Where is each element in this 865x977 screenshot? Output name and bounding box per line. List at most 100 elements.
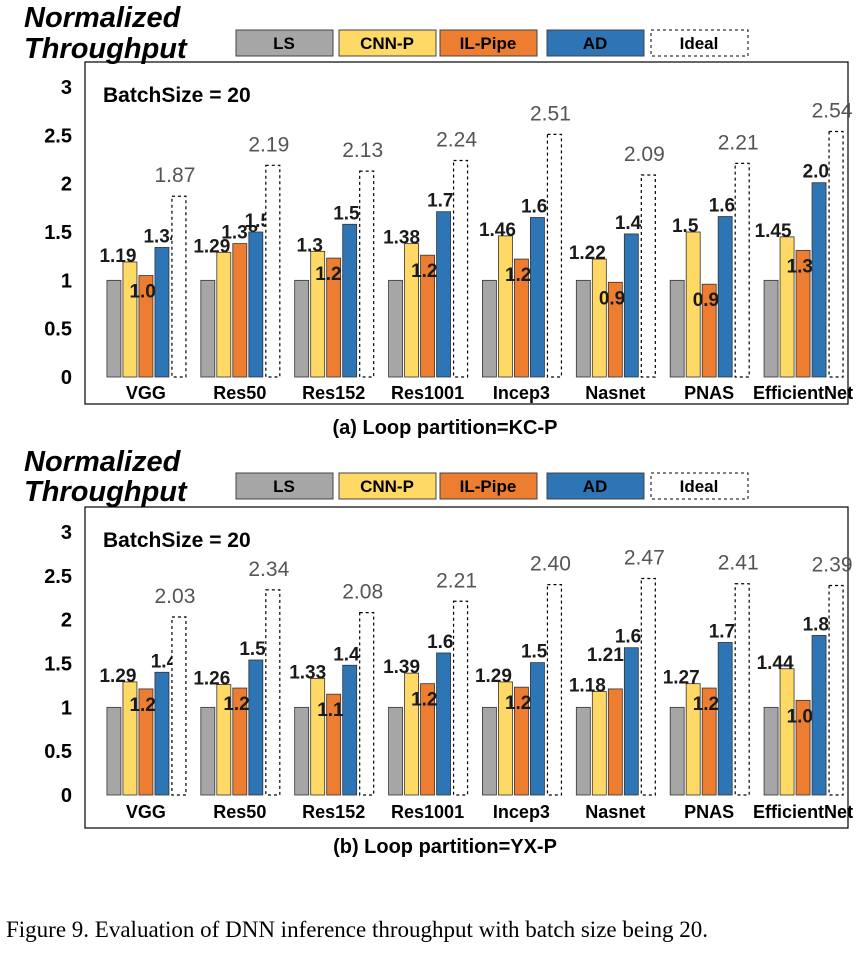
bar-cnn-p-efficientnet: [779, 668, 795, 796]
data-label-ideal-incep3: 2.40: [530, 553, 571, 576]
bar-cnn-p-pnas: [685, 231, 701, 378]
x-category-label: EfficientNet: [753, 383, 853, 403]
legend-item-ls: LS: [235, 29, 334, 57]
bar-il-pipe-res1001: [420, 254, 435, 378]
bar-ideal-pnas: [734, 162, 750, 378]
category-group-nasnet: 1.220.981.482.09: [569, 143, 665, 378]
bar-ad-res152: [342, 664, 358, 796]
category-group-pnas: 1.271.221.742.41: [663, 552, 759, 796]
data-label-ad-res50: 1.5: [245, 211, 272, 232]
bar-ad-res152: [342, 223, 358, 378]
category-group-res152: 1.31.231.582.13: [294, 139, 383, 378]
legend-swatch-ls: [235, 472, 334, 500]
bar-ideal-efficientnet: [828, 130, 844, 378]
data-label-cnn-p-res1001: 1.38: [383, 228, 420, 249]
bar-ideal-vgg: [171, 616, 187, 796]
bar-il-pipe-pnas: [701, 687, 717, 796]
bar-cnn-p-res1001: [404, 243, 419, 378]
legend-swatch-ad: [546, 29, 645, 57]
bar-ad-nasnet: [623, 647, 639, 796]
data-label-ideal-efficientnet: 2.39: [812, 553, 853, 576]
bar-ideal-nasnet: [640, 577, 656, 796]
data-label-cnn-p-efficientnet: 1.45: [755, 221, 792, 242]
legend-item-il-pipe: IL-Pipe: [439, 472, 538, 500]
category-group-res1001: 1.391.271.622.21: [383, 569, 477, 796]
bar-ls-pnas: [669, 706, 685, 796]
x-category-label: Nasnet: [585, 383, 645, 403]
legend-label-cnn-p: CNN-P: [360, 477, 414, 496]
bar-ls-nasnet: [575, 706, 591, 796]
bar-ls-res152: [294, 706, 310, 796]
data-label-ideal-nasnet: 2.47: [624, 546, 665, 569]
bar-il-pipe-vgg: [138, 688, 154, 796]
bar-cnn-p-nasnet: [591, 258, 607, 378]
x-category-label: Res152: [302, 383, 365, 403]
bar-ls-incep3: [482, 279, 497, 378]
category-group-efficientnet: 1.451.312.012.54: [755, 99, 853, 378]
category-group-efficientnet: 1.441.081.822.39: [757, 553, 853, 796]
bar-cnn-p-res50: [216, 684, 232, 796]
y-axis-title-line1: Normalized: [24, 446, 182, 478]
bar-il-pipe-nasnet: [607, 281, 623, 378]
bar-il-pipe-res50: [232, 687, 248, 796]
data-label-ideal-res1001: 2.24: [436, 128, 477, 151]
x-category-label: PNAS: [684, 383, 734, 403]
bar-ideal-res1001: [452, 159, 469, 378]
sub-caption: (b) Loop partition=YX-P: [333, 836, 557, 858]
bar-ideal-incep3: [546, 133, 563, 378]
bar-ad-pnas: [717, 642, 733, 796]
bar-il-pipe-incep3: [514, 258, 529, 378]
bar-ls-res1001: [388, 279, 403, 378]
bar-ad-pnas: [717, 216, 733, 378]
y-axis-title-line1: Normalized: [24, 2, 182, 34]
figure-caption: Figure 9. Evaluation of DNN inference th…: [6, 917, 708, 942]
data-label-ideal-res1001: 2.21: [436, 569, 477, 592]
bar-cnn-p-incep3: [498, 681, 513, 796]
data-label-ideal-res50: 2.19: [248, 133, 289, 156]
bar-ideal-pnas: [734, 583, 750, 796]
legend-item-ideal: Ideal: [650, 472, 749, 500]
bar-cnn-p-vgg: [122, 681, 138, 796]
data-label-ideal-pnas: 2.21: [718, 131, 759, 154]
bar-ideal-efficientnet: [828, 584, 844, 796]
legend-label-il-pipe: IL-Pipe: [460, 34, 517, 53]
data-label-ideal-res152: 2.08: [342, 581, 383, 604]
bar-ls-pnas: [669, 279, 685, 378]
bar-ad-incep3: [530, 662, 545, 796]
legend-item-ad: AD: [546, 472, 645, 500]
category-group-res152: 1.331.151.482.08: [289, 581, 383, 796]
legend-label-ls: LS: [273, 34, 295, 53]
x-category-label: Incep3: [493, 802, 550, 822]
bar-ad-res1001: [436, 211, 451, 378]
data-label-il-pipe-nasnet: 1.21: [587, 645, 624, 666]
data-label-ideal-nasnet: 2.09: [624, 143, 665, 166]
bar-cnn-p-vgg: [122, 261, 138, 378]
data-label-ideal-pnas: 2.41: [718, 552, 759, 575]
bar-ls-nasnet: [575, 279, 591, 378]
data-label-cnn-p-pnas: 1.27: [663, 668, 700, 689]
data-label-ad-vgg: 1.4: [151, 651, 178, 672]
data-label-cnn-p-res152: 1.33: [289, 662, 326, 683]
category-group-nasnet: 1.181.211.682.47: [569, 546, 665, 796]
y-tick-label: 1: [61, 697, 72, 719]
x-category-label: VGG: [126, 383, 166, 403]
bar-ls-res152: [294, 279, 310, 378]
legend-label-ideal: Ideal: [680, 34, 719, 53]
bar-ad-res1001: [436, 652, 451, 796]
bar-il-pipe-vgg: [138, 275, 154, 378]
legend-item-ls: LS: [235, 472, 334, 500]
category-group-res50: 1.261.221.542.34: [193, 558, 290, 796]
category-group-res50: 1.291.381.52.19: [193, 133, 289, 378]
legend-label-ad: AD: [583, 34, 608, 53]
legend-item-il-pipe: IL-Pipe: [439, 29, 538, 57]
legend-swatch-ideal: [650, 29, 749, 57]
bar-cnn-p-res152: [310, 250, 326, 378]
y-tick-label: 0: [61, 367, 72, 389]
data-label-cnn-p-vgg: 1.19: [99, 246, 136, 267]
legend-label-ad: AD: [583, 477, 608, 496]
data-label-cnn-p-nasnet: 1.18: [569, 676, 606, 697]
y-tick-label: 2.5: [44, 125, 72, 147]
bar-ad-efficientnet: [811, 182, 827, 378]
batch-size-annotation: BatchSize = 20: [103, 84, 251, 107]
bar-ls-vgg: [106, 706, 122, 796]
